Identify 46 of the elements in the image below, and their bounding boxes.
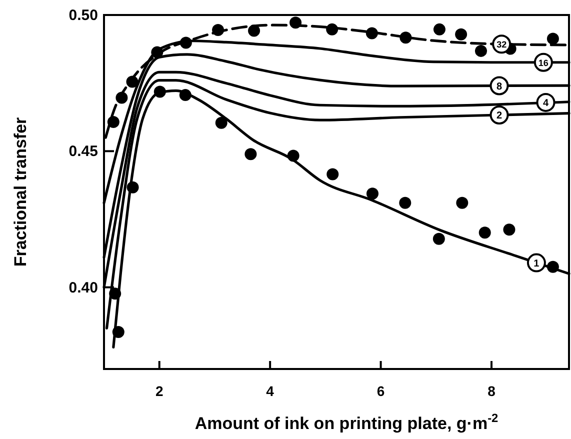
point bbox=[455, 28, 468, 40]
point bbox=[248, 24, 260, 37]
point bbox=[432, 232, 445, 245]
point bbox=[400, 32, 412, 44]
point bbox=[503, 224, 516, 236]
point bbox=[112, 326, 124, 338]
x-axis-title: Amount of ink on printing plate, g·m$^{-2}$ bbox=[194, 411, 499, 433]
point bbox=[478, 226, 491, 239]
point bbox=[116, 92, 128, 104]
series-label: 16 bbox=[538, 58, 548, 68]
x-tick-label: 8 bbox=[488, 383, 496, 399]
y-tick-label: 0.40 bbox=[68, 279, 98, 296]
y-axis-title: Fractional transfer bbox=[11, 116, 30, 267]
series-label: 32 bbox=[496, 40, 507, 50]
point bbox=[474, 44, 487, 57]
x-tick-label: 4 bbox=[266, 383, 274, 399]
point bbox=[151, 46, 164, 58]
point bbox=[456, 196, 468, 209]
point bbox=[433, 23, 446, 36]
point bbox=[154, 86, 166, 98]
point bbox=[326, 168, 339, 180]
point bbox=[179, 89, 192, 102]
series-label: 8 bbox=[496, 81, 502, 92]
point bbox=[126, 76, 138, 88]
point bbox=[366, 188, 378, 200]
point bbox=[290, 16, 302, 29]
point bbox=[107, 116, 120, 128]
series-label: 1 bbox=[534, 258, 540, 270]
y-tick-label: 0.50 bbox=[68, 7, 98, 24]
point bbox=[287, 150, 300, 162]
point bbox=[109, 288, 122, 300]
point bbox=[244, 148, 257, 160]
x-tick-label: 2 bbox=[155, 383, 164, 399]
x-tick-label: 6 bbox=[376, 383, 385, 399]
series-label: 2 bbox=[496, 110, 502, 122]
series-label: 4 bbox=[542, 98, 549, 109]
point bbox=[212, 24, 224, 36]
point bbox=[180, 36, 192, 49]
point bbox=[546, 32, 559, 45]
point bbox=[399, 196, 412, 209]
point bbox=[326, 23, 338, 36]
point bbox=[366, 27, 378, 40]
point bbox=[126, 181, 139, 194]
point bbox=[215, 116, 228, 129]
point bbox=[546, 260, 559, 273]
y-tick-label: 0.45 bbox=[68, 143, 98, 160]
